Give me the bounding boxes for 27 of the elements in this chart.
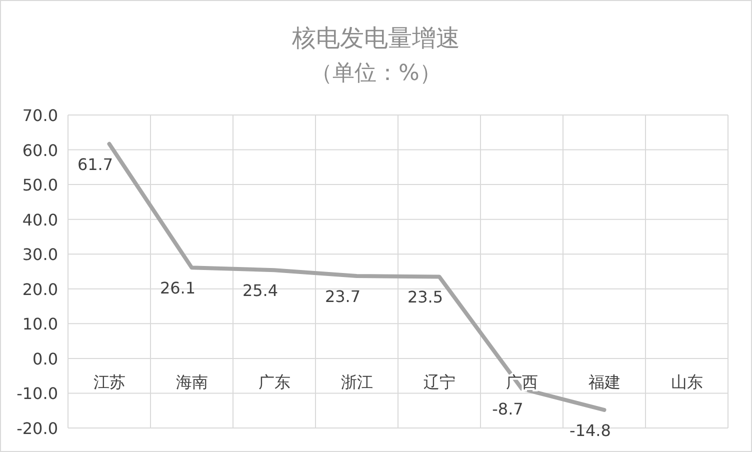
data-label: 23.7 xyxy=(324,287,361,306)
x-tick-label: 广东 xyxy=(258,372,290,392)
y-tick-label: 10.0 xyxy=(22,314,58,334)
y-tick-label: 60.0 xyxy=(22,140,58,160)
data-label: 25.4 xyxy=(242,281,278,300)
y-tick-label: 50.0 xyxy=(22,176,58,195)
data-label: -8.7 xyxy=(492,400,524,419)
x-tick-label: 辽宁 xyxy=(423,372,456,392)
x-tick-label: 山东 xyxy=(670,372,703,392)
x-tick-label: 浙江 xyxy=(340,372,373,392)
chart-subtitle: （单位：%） xyxy=(310,61,442,86)
y-tick-label: 20.0 xyxy=(22,280,58,299)
data-label: 26.1 xyxy=(160,278,196,298)
x-tick-label: 福建 xyxy=(588,372,620,392)
data-label: 61.7 xyxy=(77,154,114,174)
x-tick-label: 广西 xyxy=(506,372,538,392)
x-tick-label: 海南 xyxy=(176,372,208,392)
y-tick-label: -20.0 xyxy=(16,419,58,438)
chart-title: 核电发电量增速 xyxy=(291,24,460,52)
x-tick-label: 江苏 xyxy=(93,372,126,392)
y-tick-label: -10.0 xyxy=(16,384,58,404)
y-tick-label: 0.0 xyxy=(32,349,58,368)
y-tick-label: 70.0 xyxy=(22,106,58,125)
y-tick-label: 40.0 xyxy=(22,210,58,230)
data-label: -14.8 xyxy=(570,420,611,440)
data-label: 23.5 xyxy=(407,288,444,307)
y-tick-label: 30.0 xyxy=(22,245,58,264)
